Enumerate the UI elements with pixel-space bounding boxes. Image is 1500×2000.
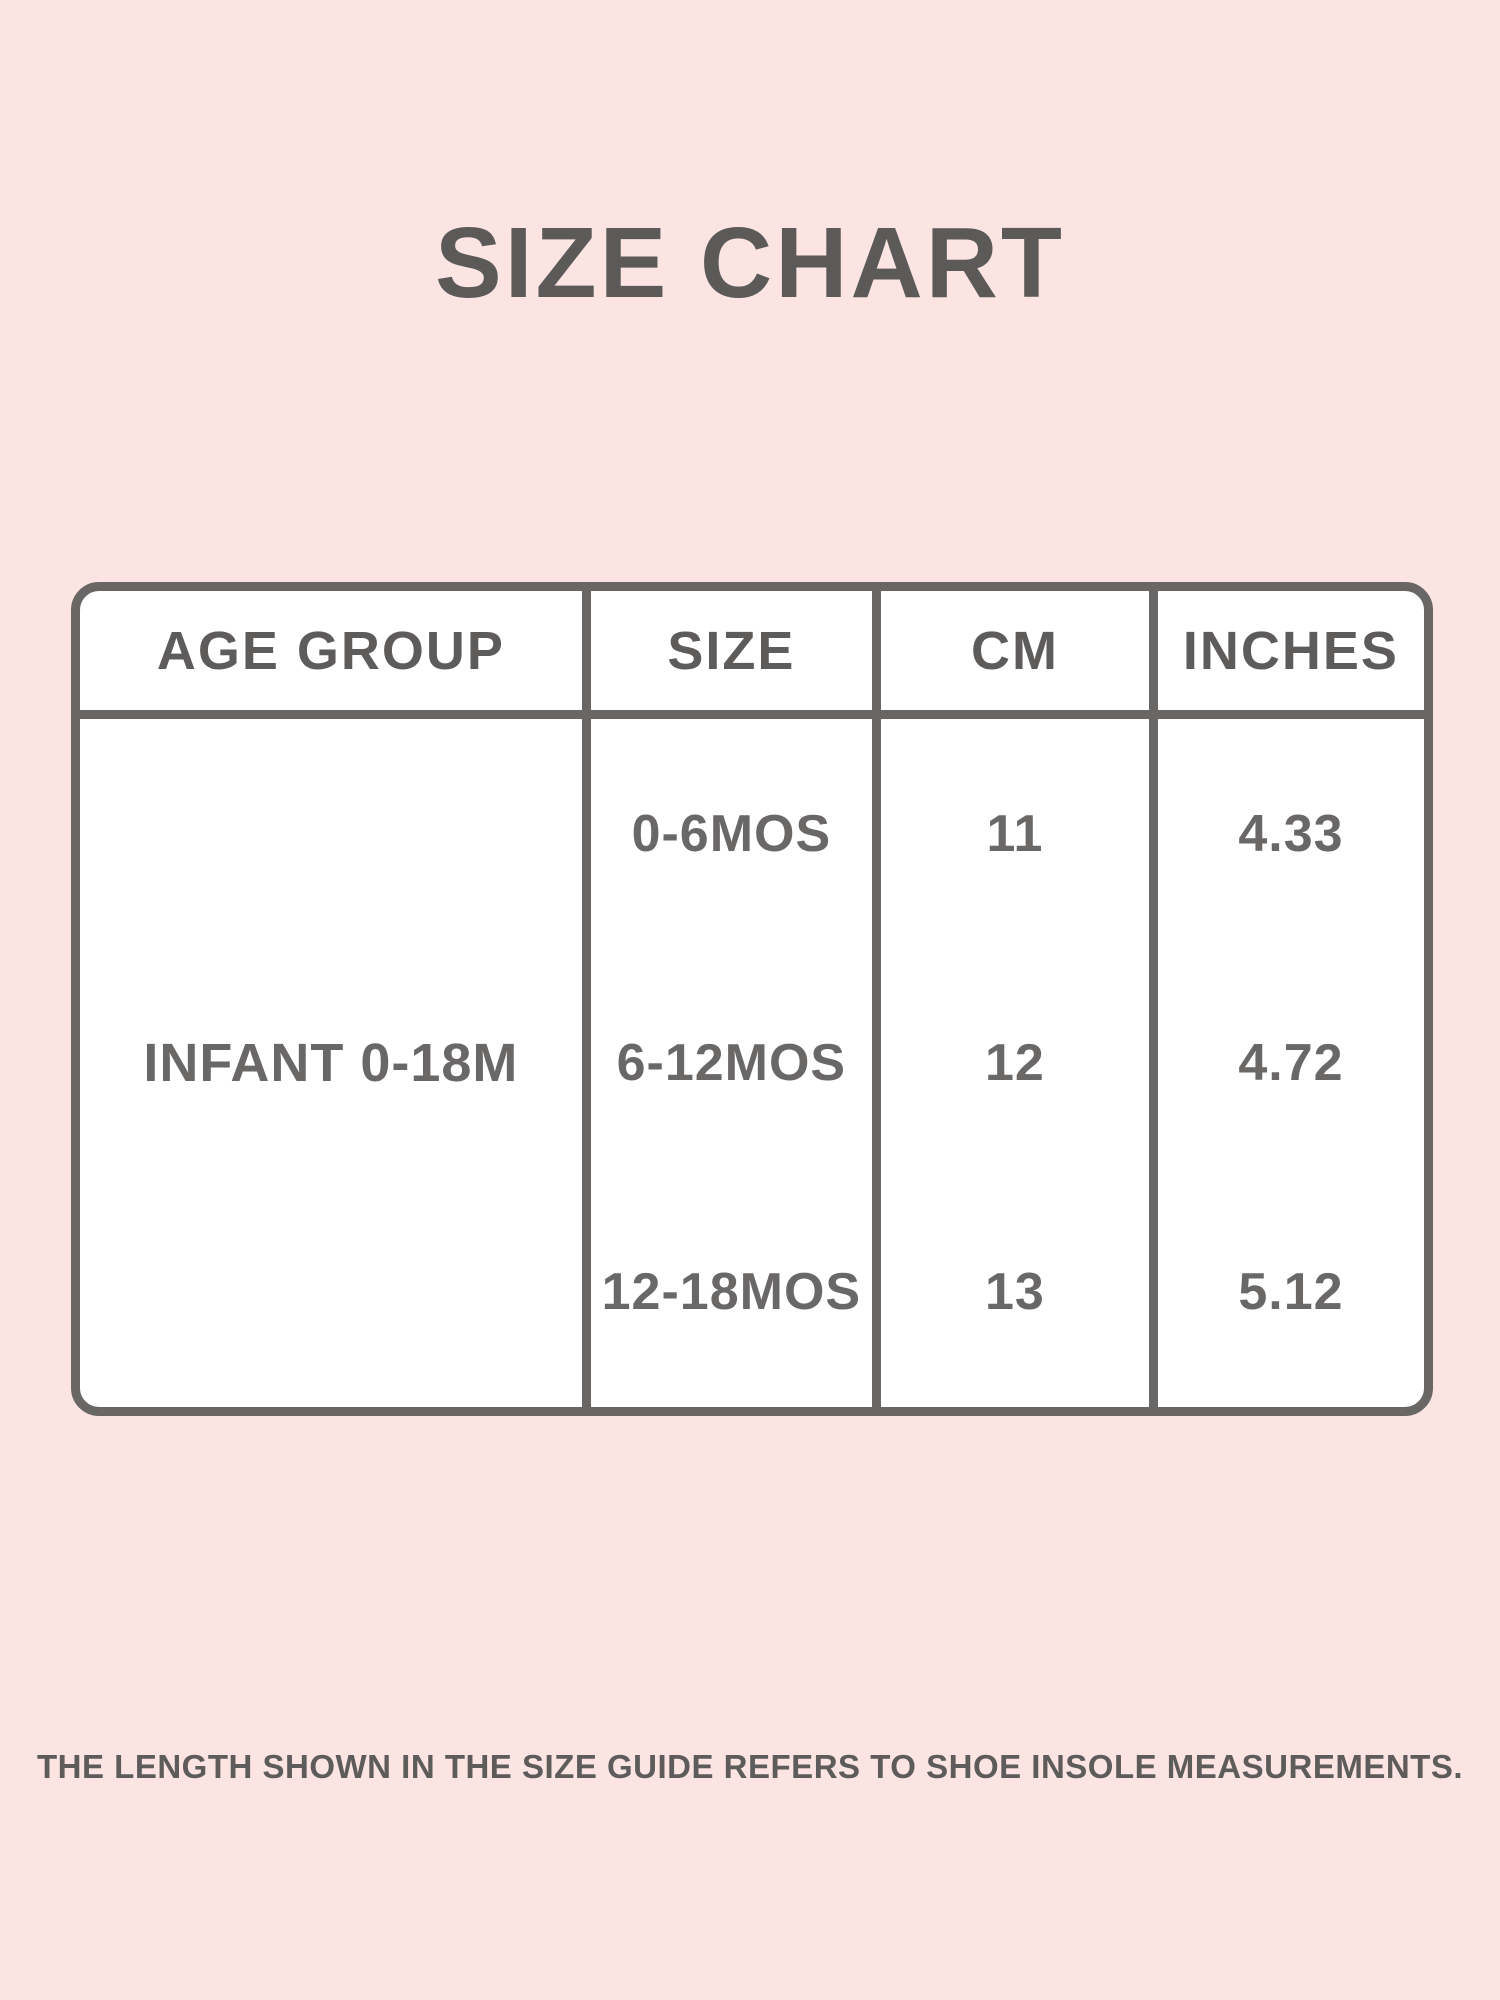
cm-value-row-2: 12 [985, 1033, 1045, 1092]
header-age-group: AGE GROUP [80, 591, 582, 719]
header-inches: INCHES [1157, 591, 1424, 719]
header-size: SIZE [590, 591, 873, 719]
cm-value-row-1: 11 [986, 804, 1044, 863]
size-value-row-3: 12-18MOS [601, 1263, 862, 1322]
age-group-value: INFANT 0-18M [143, 1033, 519, 1093]
size-value-row-1: 0-6MOS [631, 804, 832, 863]
column-age-group-body: INFANT 0-18M [80, 719, 582, 1407]
column-cm: CM 11 12 13 [881, 591, 1158, 1407]
inches-value-row-3: 5.12 [1238, 1263, 1344, 1322]
size-chart-table: AGE GROUP INFANT 0-18M SIZE 0-6MOS 6-12M… [71, 582, 1433, 1416]
insole-measurement-note: THE LENGTH SHOWN IN THE SIZE GUIDE REFER… [37, 1748, 1463, 1785]
inches-value-row-1: 4.33 [1238, 804, 1344, 863]
column-size: SIZE 0-6MOS 6-12MOS 12-18MOS [590, 591, 882, 1407]
size-value-row-2: 6-12MOS [616, 1033, 847, 1092]
inches-value-row-2: 4.72 [1238, 1033, 1344, 1092]
page-title: SIZE CHART [435, 207, 1065, 319]
column-age-group: AGE GROUP INFANT 0-18M [80, 591, 591, 1407]
column-cm-body: 11 12 13 [881, 719, 1149, 1407]
column-inches: INCHES 4.33 4.72 5.12 [1157, 591, 1424, 1407]
header-cm: CM [881, 591, 1149, 719]
column-inches-body: 4.33 4.72 5.12 [1158, 719, 1424, 1407]
cm-value-row-3: 13 [985, 1263, 1045, 1322]
column-size-body: 0-6MOS 6-12MOS 12-18MOS [591, 719, 872, 1407]
